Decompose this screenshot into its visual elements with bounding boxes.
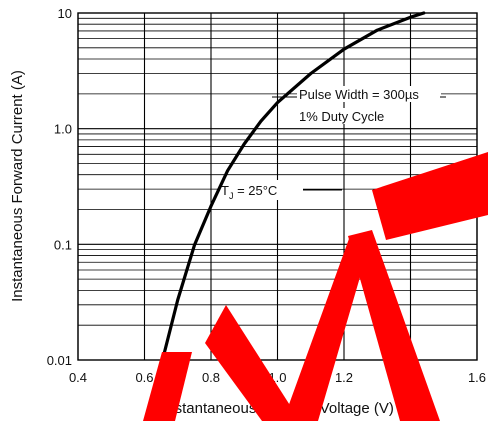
y-tick-label-3: 10 [58,6,72,21]
series-line-0 [160,11,426,362]
watermark-stroke-1 [205,305,300,421]
annotation-duty-cycle: 1% Duty Cycle [299,109,384,124]
annotation-pulse-width: Pulse Width = 300µs [299,87,419,102]
x-tick-label-6: 1.6 [468,370,486,385]
series [160,11,426,362]
annotation-background-0 [297,86,441,102]
annotation-background-1 [297,108,401,124]
x-tick-label-1: 0.6 [135,370,153,385]
grid [77,12,478,361]
watermark-stroke-0 [143,352,192,421]
x-tick-label-2: 0.8 [202,370,220,385]
y-axis-title: Instantaneous Forward Current (A) [9,70,26,302]
watermark-stroke-4 [372,152,488,240]
watermark [143,152,488,421]
y-tick-label-0: 0.01 [47,353,72,368]
x-tick-label-4: 1.2 [335,370,353,385]
watermark-stroke-2 [283,236,372,421]
watermark-stroke-3 [348,230,440,421]
annotations: Pulse Width = 300µs 1% Duty Cycle TJ = 2… [219,86,441,201]
y-tick-label-1: 0.1 [54,237,72,252]
annotation-junction-temp: TJ = 25°C [221,183,277,201]
annotation-background-2 [219,180,303,200]
x-tick-label-0: 0.4 [69,370,87,385]
y-tick-label-2: 1.0 [54,122,72,137]
